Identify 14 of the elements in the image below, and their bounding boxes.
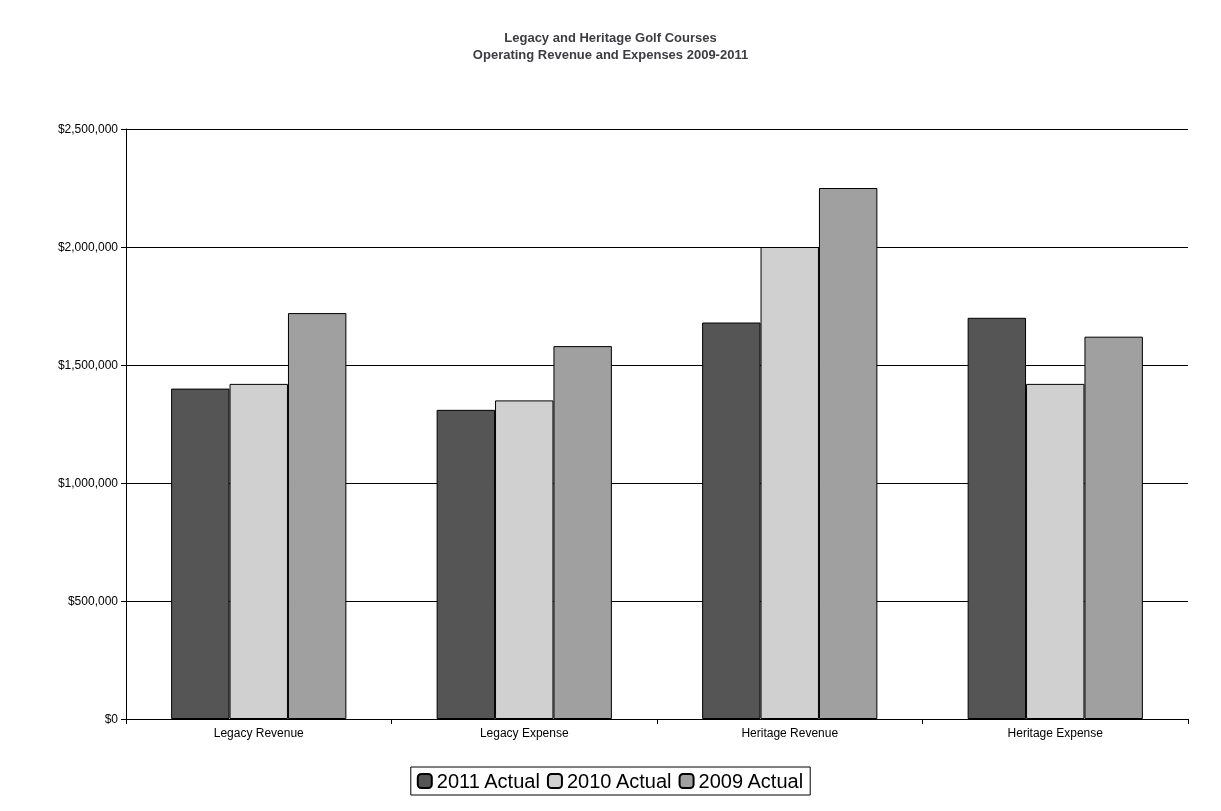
x-tick-label: Heritage Expense	[1007, 726, 1104, 740]
y-tick-label: $0	[104, 712, 119, 726]
legend-label: 2011 Actual	[436, 770, 540, 792]
legend-label: 2009 Actual	[698, 770, 804, 792]
x-tick-label: Legacy Expense	[479, 726, 569, 740]
x-tick-label: Legacy Revenue	[213, 726, 305, 740]
y-tick-label: $1,500,000	[57, 358, 119, 372]
chart-title: Legacy and Heritage Golf Courses Operating Revenue and Expenses 2009-2011	[472, 30, 749, 62]
legend-label: 2010 Actual	[566, 770, 672, 792]
x-tick-label: Heritage Revenue	[741, 726, 839, 740]
y-tick-label: $2,500,000	[57, 122, 119, 136]
y-tick-label: $1,000,000	[57, 476, 119, 490]
y-tick-label: $2,000,000	[57, 240, 119, 254]
y-tick-label: $500,000	[67, 594, 119, 608]
